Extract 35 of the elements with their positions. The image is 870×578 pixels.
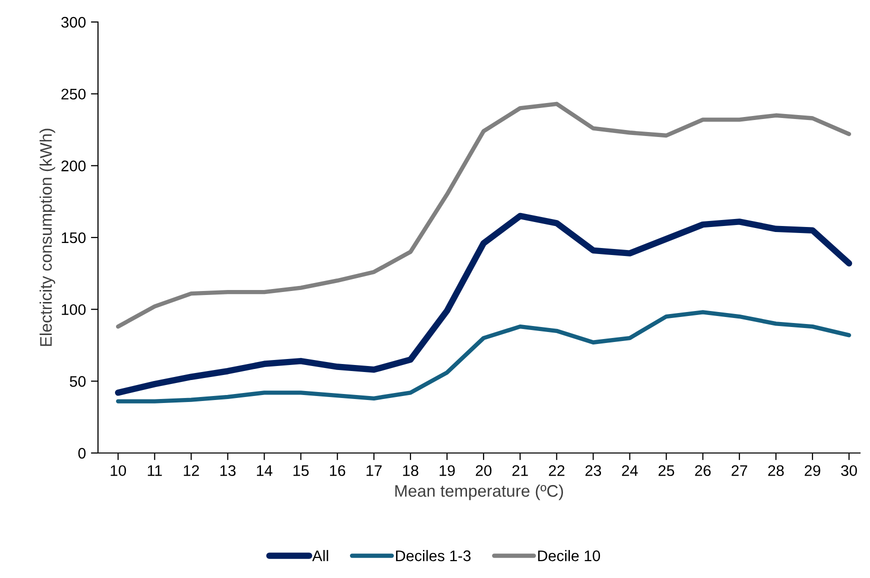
legend-label: Deciles 1-3 — [396, 550, 471, 562]
x-tick-label: 14 — [256, 465, 272, 476]
x-tick-label: 23 — [585, 465, 602, 476]
x-tick-label: 16 — [330, 465, 346, 476]
y-tick-label: 200 — [61, 160, 86, 172]
y-tick-label: 300 — [61, 16, 86, 28]
line-series — [116, 102, 852, 329]
line-series — [116, 310, 852, 404]
x-tick-label: 18 — [403, 465, 418, 476]
y-axis-title: Electricity consumption (kWh) — [40, 128, 56, 346]
x-tick-label: 25 — [658, 465, 674, 476]
x-tick-label: 30 — [841, 465, 857, 476]
x-tick-label: 15 — [294, 465, 309, 476]
x-tick-label: 21 — [512, 465, 528, 476]
y-tick-label: 150 — [62, 232, 86, 244]
y-tick-label: 0 — [78, 448, 86, 459]
x-tick-label: 13 — [220, 465, 236, 476]
x-axis-title: Mean temperature (ºC) — [395, 484, 563, 500]
x-tick-label: 19 — [440, 465, 455, 476]
y-tick-label: 100 — [62, 304, 86, 316]
y-tick-label: 250 — [61, 88, 86, 100]
x-tick-label: 28 — [768, 465, 784, 476]
x-tick-label: 12 — [184, 465, 199, 476]
legend-label: Decile 10 — [538, 550, 600, 562]
x-tick-label: 11 — [148, 465, 162, 476]
x-tick-label: 29 — [804, 465, 820, 476]
x-tick-label: 10 — [110, 465, 126, 476]
x-tick-label: 26 — [695, 465, 711, 476]
x-tick-label: 24 — [622, 465, 638, 476]
x-tick-label: 27 — [732, 465, 748, 476]
y-tick-label: 50 — [70, 376, 86, 387]
x-tick-label: 20 — [476, 465, 492, 476]
x-tick-label: 17 — [366, 465, 382, 476]
legend-label: All — [312, 550, 328, 562]
x-tick-label: 22 — [548, 465, 564, 476]
